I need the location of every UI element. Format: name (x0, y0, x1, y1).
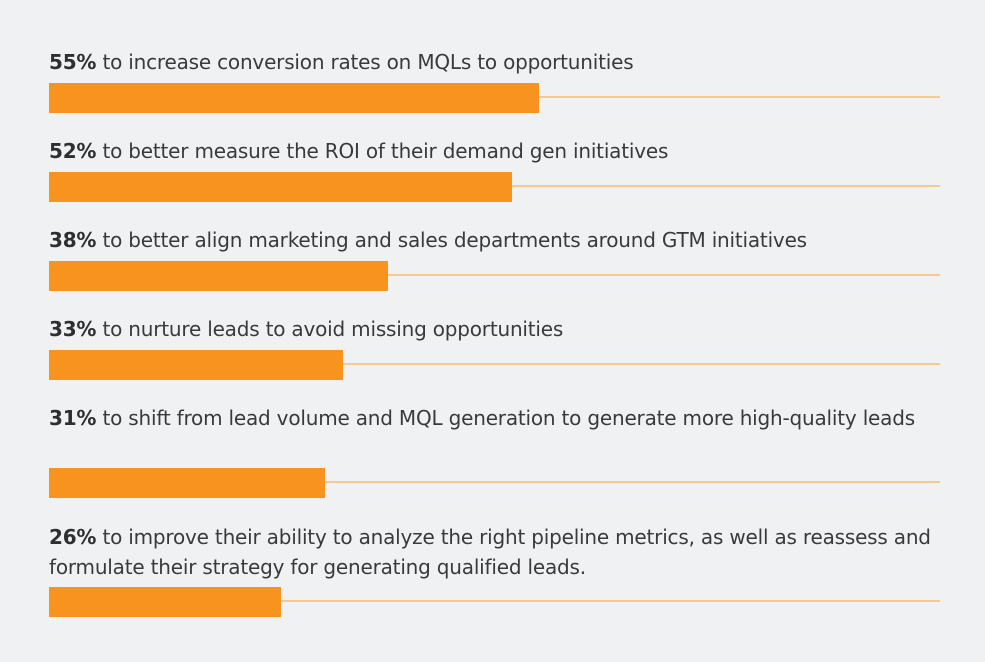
percent-label: 31% (49, 406, 97, 430)
percent-label: 55% (49, 50, 97, 74)
bar-track-row (49, 350, 940, 380)
bar-label: 31% to shift from lead volume and MQL ge… (49, 403, 940, 433)
bar-item: 38% to better align marketing and sales … (49, 225, 940, 255)
bar-label: 55% to increase conversion rates on MQLs… (49, 47, 940, 77)
bar-fill (49, 587, 281, 617)
bar-track-row (49, 83, 940, 113)
bar-item: 55% to increase conversion rates on MQLs… (49, 47, 940, 77)
bar-track-row (49, 587, 940, 617)
bar-track (49, 481, 940, 483)
bar-item: 26% to improve their ability to analyze … (49, 522, 940, 582)
percent-label: 33% (49, 317, 97, 341)
bar-item: 52% to better measure the ROI of their d… (49, 136, 940, 166)
bar-track (49, 363, 940, 365)
bar-description: to better measure the ROI of their deman… (96, 139, 669, 163)
bar-fill (49, 172, 512, 202)
bar-track-row (49, 172, 940, 202)
bar-item: 33% to nurture leads to avoid missing op… (49, 314, 940, 344)
bar-fill (49, 350, 343, 380)
bar-fill (49, 468, 325, 498)
bar-description: to shift from lead volume and MQL genera… (96, 406, 915, 430)
bar-label: 52% to better measure the ROI of their d… (49, 136, 940, 166)
bar-description: to better align marketing and sales depa… (96, 228, 807, 252)
bar-chart: 55% to increase conversion rates on MQLs… (49, 0, 940, 662)
bar-description: to increase conversion rates on MQLs to … (96, 50, 634, 74)
bar-fill (49, 261, 388, 291)
percent-label: 52% (49, 139, 97, 163)
bar-item: 31% to shift from lead volume and MQL ge… (49, 403, 940, 433)
bar-track-row (49, 468, 940, 498)
bar-description: to nurture leads to avoid missing opport… (96, 317, 564, 341)
bar-label: 26% to improve their ability to analyze … (49, 522, 940, 582)
bar-label: 33% to nurture leads to avoid missing op… (49, 314, 940, 344)
percent-label: 26% (49, 525, 97, 549)
bar-track (49, 274, 940, 276)
bar-label: 38% to better align marketing and sales … (49, 225, 940, 255)
bar-track-row (49, 261, 940, 291)
bar-track (49, 600, 940, 602)
percent-label: 38% (49, 228, 97, 252)
bar-description: to improve their ability to analyze the … (49, 525, 931, 579)
bar-fill (49, 83, 539, 113)
